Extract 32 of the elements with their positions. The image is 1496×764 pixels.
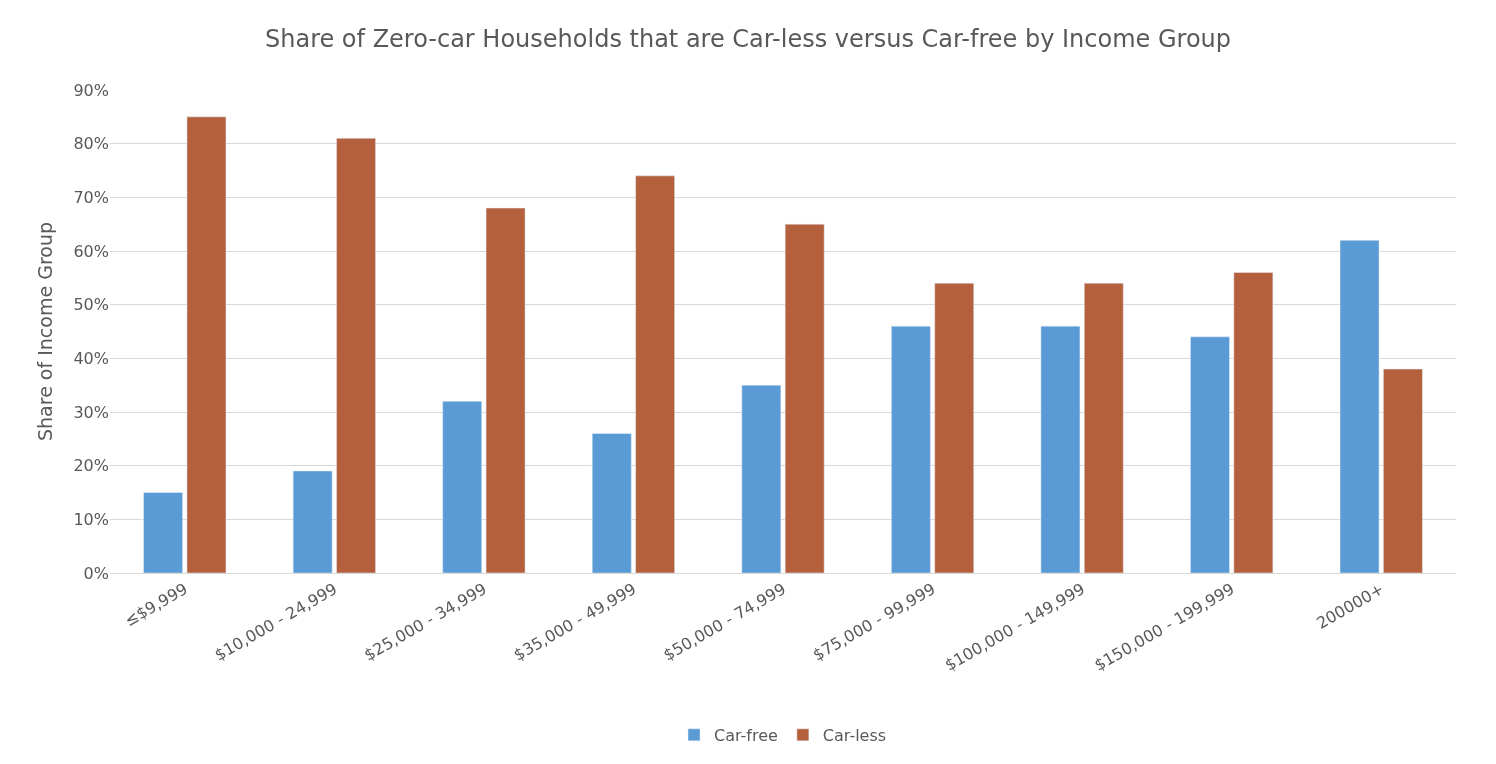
bar bbox=[891, 325, 931, 573]
bar bbox=[1383, 368, 1423, 573]
legend-label: Car-less bbox=[822, 726, 887, 746]
y-tick-label: 30% bbox=[73, 402, 109, 422]
y-tick-label: 70% bbox=[73, 187, 109, 207]
bar bbox=[591, 433, 632, 573]
legend-label: Car-free bbox=[714, 726, 778, 746]
bar bbox=[1233, 272, 1274, 573]
chart-title: Share of Zero-car Households that are Car-less versus Car-free by Income Group bbox=[264, 25, 1232, 54]
y-tick-label: 0% bbox=[83, 563, 109, 583]
bar bbox=[485, 207, 526, 573]
y-tick-label: 20% bbox=[73, 456, 109, 476]
y-tick-label: 10% bbox=[73, 509, 109, 529]
y-tick-label: 50% bbox=[73, 295, 109, 315]
bar bbox=[635, 175, 675, 573]
y-tick-label: 40% bbox=[73, 348, 109, 368]
y-tick-label: 80% bbox=[73, 134, 109, 154]
y-tick-label: 60% bbox=[73, 241, 109, 261]
bar bbox=[186, 116, 227, 573]
bar bbox=[336, 138, 376, 573]
bar bbox=[1339, 240, 1380, 573]
bar bbox=[1190, 336, 1230, 573]
bar bbox=[292, 470, 333, 573]
bar bbox=[1040, 325, 1081, 573]
bar bbox=[442, 401, 482, 573]
bar bbox=[784, 223, 825, 573]
bar bbox=[1084, 282, 1124, 573]
bar bbox=[934, 282, 975, 573]
y-tick-label: 90% bbox=[73, 80, 109, 100]
bar bbox=[741, 384, 782, 573]
bar bbox=[143, 492, 183, 573]
y-axis-title: Share of Income Group bbox=[34, 221, 57, 442]
